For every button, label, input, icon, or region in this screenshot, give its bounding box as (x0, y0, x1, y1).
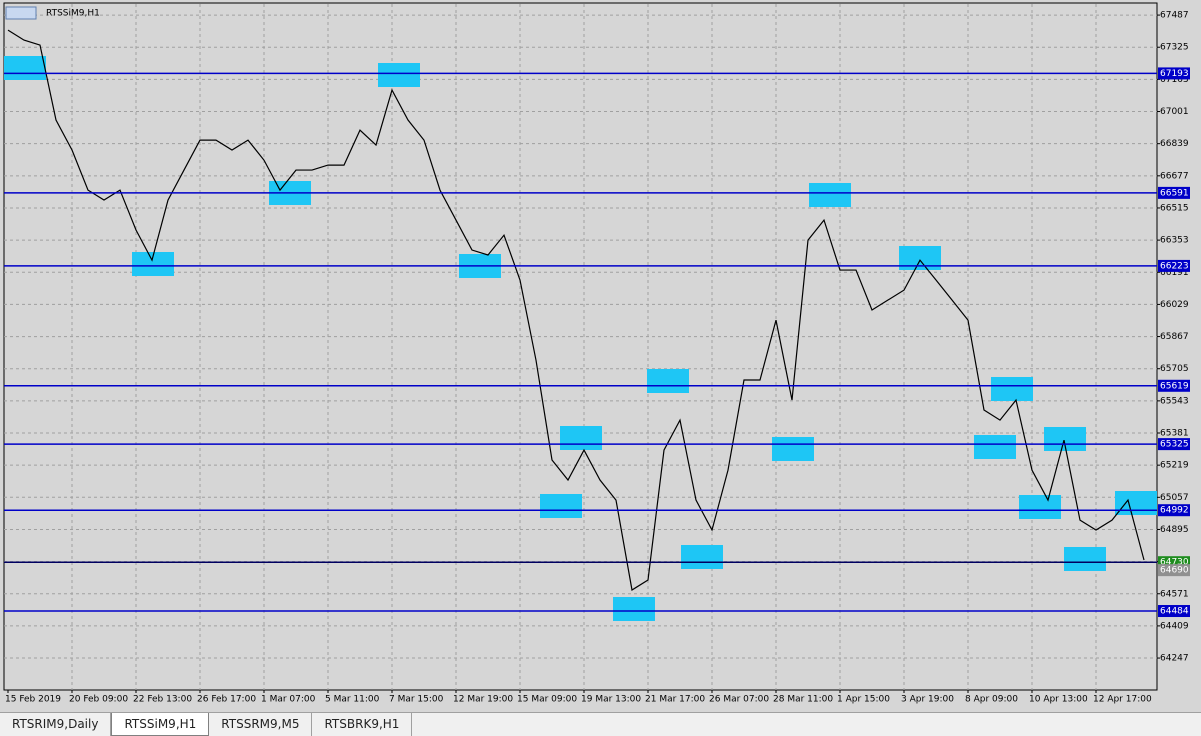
highlight-box (4, 56, 46, 80)
price-label: 66591 (1160, 188, 1189, 198)
price-label: 67193 (1160, 69, 1189, 79)
price-label: 65325 (1160, 440, 1189, 450)
x-tick-label: 10 Apr 13:00 (1029, 695, 1088, 705)
background (0, 0, 1201, 712)
price-label: 64484 (1160, 607, 1189, 617)
window-icon (5, 6, 37, 20)
price-label-box (1158, 605, 1190, 618)
highlight-box (991, 377, 1033, 401)
y-tick-label: 64247 (1160, 654, 1189, 664)
y-tick-label: 67163 (1160, 75, 1189, 85)
y-tick-label: 65705 (1160, 364, 1189, 374)
price-label-box (1158, 438, 1190, 451)
price-label-box (1158, 379, 1190, 392)
plot-frame (3, 2, 1158, 691)
y-tick-label: 65867 (1160, 332, 1189, 342)
price-label: 64992 (1160, 506, 1189, 516)
highlight-box (809, 183, 851, 207)
y-tick-label: 65219 (1160, 461, 1189, 471)
x-tick-label: 12 Mar 19:00 (453, 695, 513, 705)
y-tick-label: 66839 (1160, 139, 1189, 149)
x-tick-label: 22 Feb 13:00 (133, 695, 192, 705)
highlight-box (647, 369, 689, 393)
price-label-box (1158, 504, 1190, 517)
y-tick-label: 66677 (1160, 171, 1189, 181)
highlight-box (1019, 495, 1061, 519)
highlight-box (681, 545, 723, 569)
chart-title: RTSSiM9,H1 (46, 9, 100, 19)
x-tick-label: 12 Apr 17:00 (1093, 695, 1152, 705)
y-tick-label: 64895 (1160, 525, 1189, 535)
y-tick-label: 66029 (1160, 300, 1189, 310)
y-tick-label: 66191 (1160, 268, 1189, 278)
y-tick-label: 66515 (1160, 203, 1189, 213)
tab-bar: RTSRIM9,Daily RTSSiM9,H1 RTSSRM9,M5 RTSBRK9… (0, 712, 1201, 736)
y-tick-label: 67487 (1160, 11, 1189, 21)
symbol-tab[interactable]: RTSSRM9,M5 (209, 713, 313, 736)
chart: 67487 67325 67163 67001 66839 66677 66515 66353… (0, 0, 1201, 712)
y-tick-label: 65543 (1160, 396, 1189, 406)
x-tick-label: 26 Mar 07:00 (709, 695, 769, 705)
highlight-box (772, 437, 814, 461)
x-tick-label: 26 Feb 17:00 (197, 695, 256, 705)
y-tick-label: 67001 (1160, 107, 1189, 117)
highlight-box (613, 597, 655, 621)
x-tick-label: 28 Mar 11:00 (773, 695, 833, 705)
symbol-tab[interactable]: RTSRIM9,Daily (0, 713, 112, 736)
symbol-tab[interactable]: RTSSiM9,H1 (111, 713, 210, 736)
highlight-box (1064, 547, 1106, 571)
symbol-tab[interactable]: RTSBRK9,H1 (312, 713, 413, 736)
x-tick-label: 1 Apr 15:00 (837, 695, 890, 705)
highlight-box (560, 426, 602, 450)
x-tick-label: 8 Apr 09:00 (965, 695, 1018, 705)
x-tick-label: 7 Mar 15:00 (389, 695, 444, 705)
x-tick-label: 15 Feb 2019 (5, 695, 61, 705)
price-label-box (1158, 67, 1190, 80)
price-label-box (1158, 186, 1190, 199)
highlight-box (540, 494, 582, 518)
x-tick-label: 20 Feb 09:00 (69, 695, 128, 705)
price-line (7, 29, 1145, 591)
highlight-boxes (4, 56, 1157, 621)
x-tick-label: 1 Mar 07:00 (261, 695, 316, 705)
x-tick-label: 5 Mar 11:00 (325, 695, 380, 705)
y-tick-label: 64409 (1160, 621, 1189, 631)
price-label: 65619 (1160, 381, 1189, 391)
highlight-box (974, 435, 1016, 459)
price-label: 64690 (1160, 566, 1189, 576)
price-label-box (1158, 259, 1190, 272)
y-tick-label: 65057 (1160, 493, 1189, 503)
x-tick-label: 3 Apr 19:00 (901, 695, 954, 705)
price-label-box (1158, 564, 1190, 577)
y-tick-label: 67325 (1160, 43, 1189, 53)
x-tick-label: 19 Mar 13:00 (581, 695, 641, 705)
y-tick-label: 66353 (1160, 236, 1189, 246)
price-label: 64730 (1160, 558, 1189, 568)
x-tick-label: 15 Mar 09:00 (517, 695, 577, 705)
highlight-box (378, 63, 420, 87)
x-tick-label: 21 Mar 17:00 (645, 695, 705, 705)
price-label: 66223 (1160, 261, 1189, 271)
highlight-box (1115, 491, 1157, 515)
y-tick-label: 65381 (1160, 429, 1189, 439)
y-tick-label: 64571 (1160, 589, 1189, 599)
